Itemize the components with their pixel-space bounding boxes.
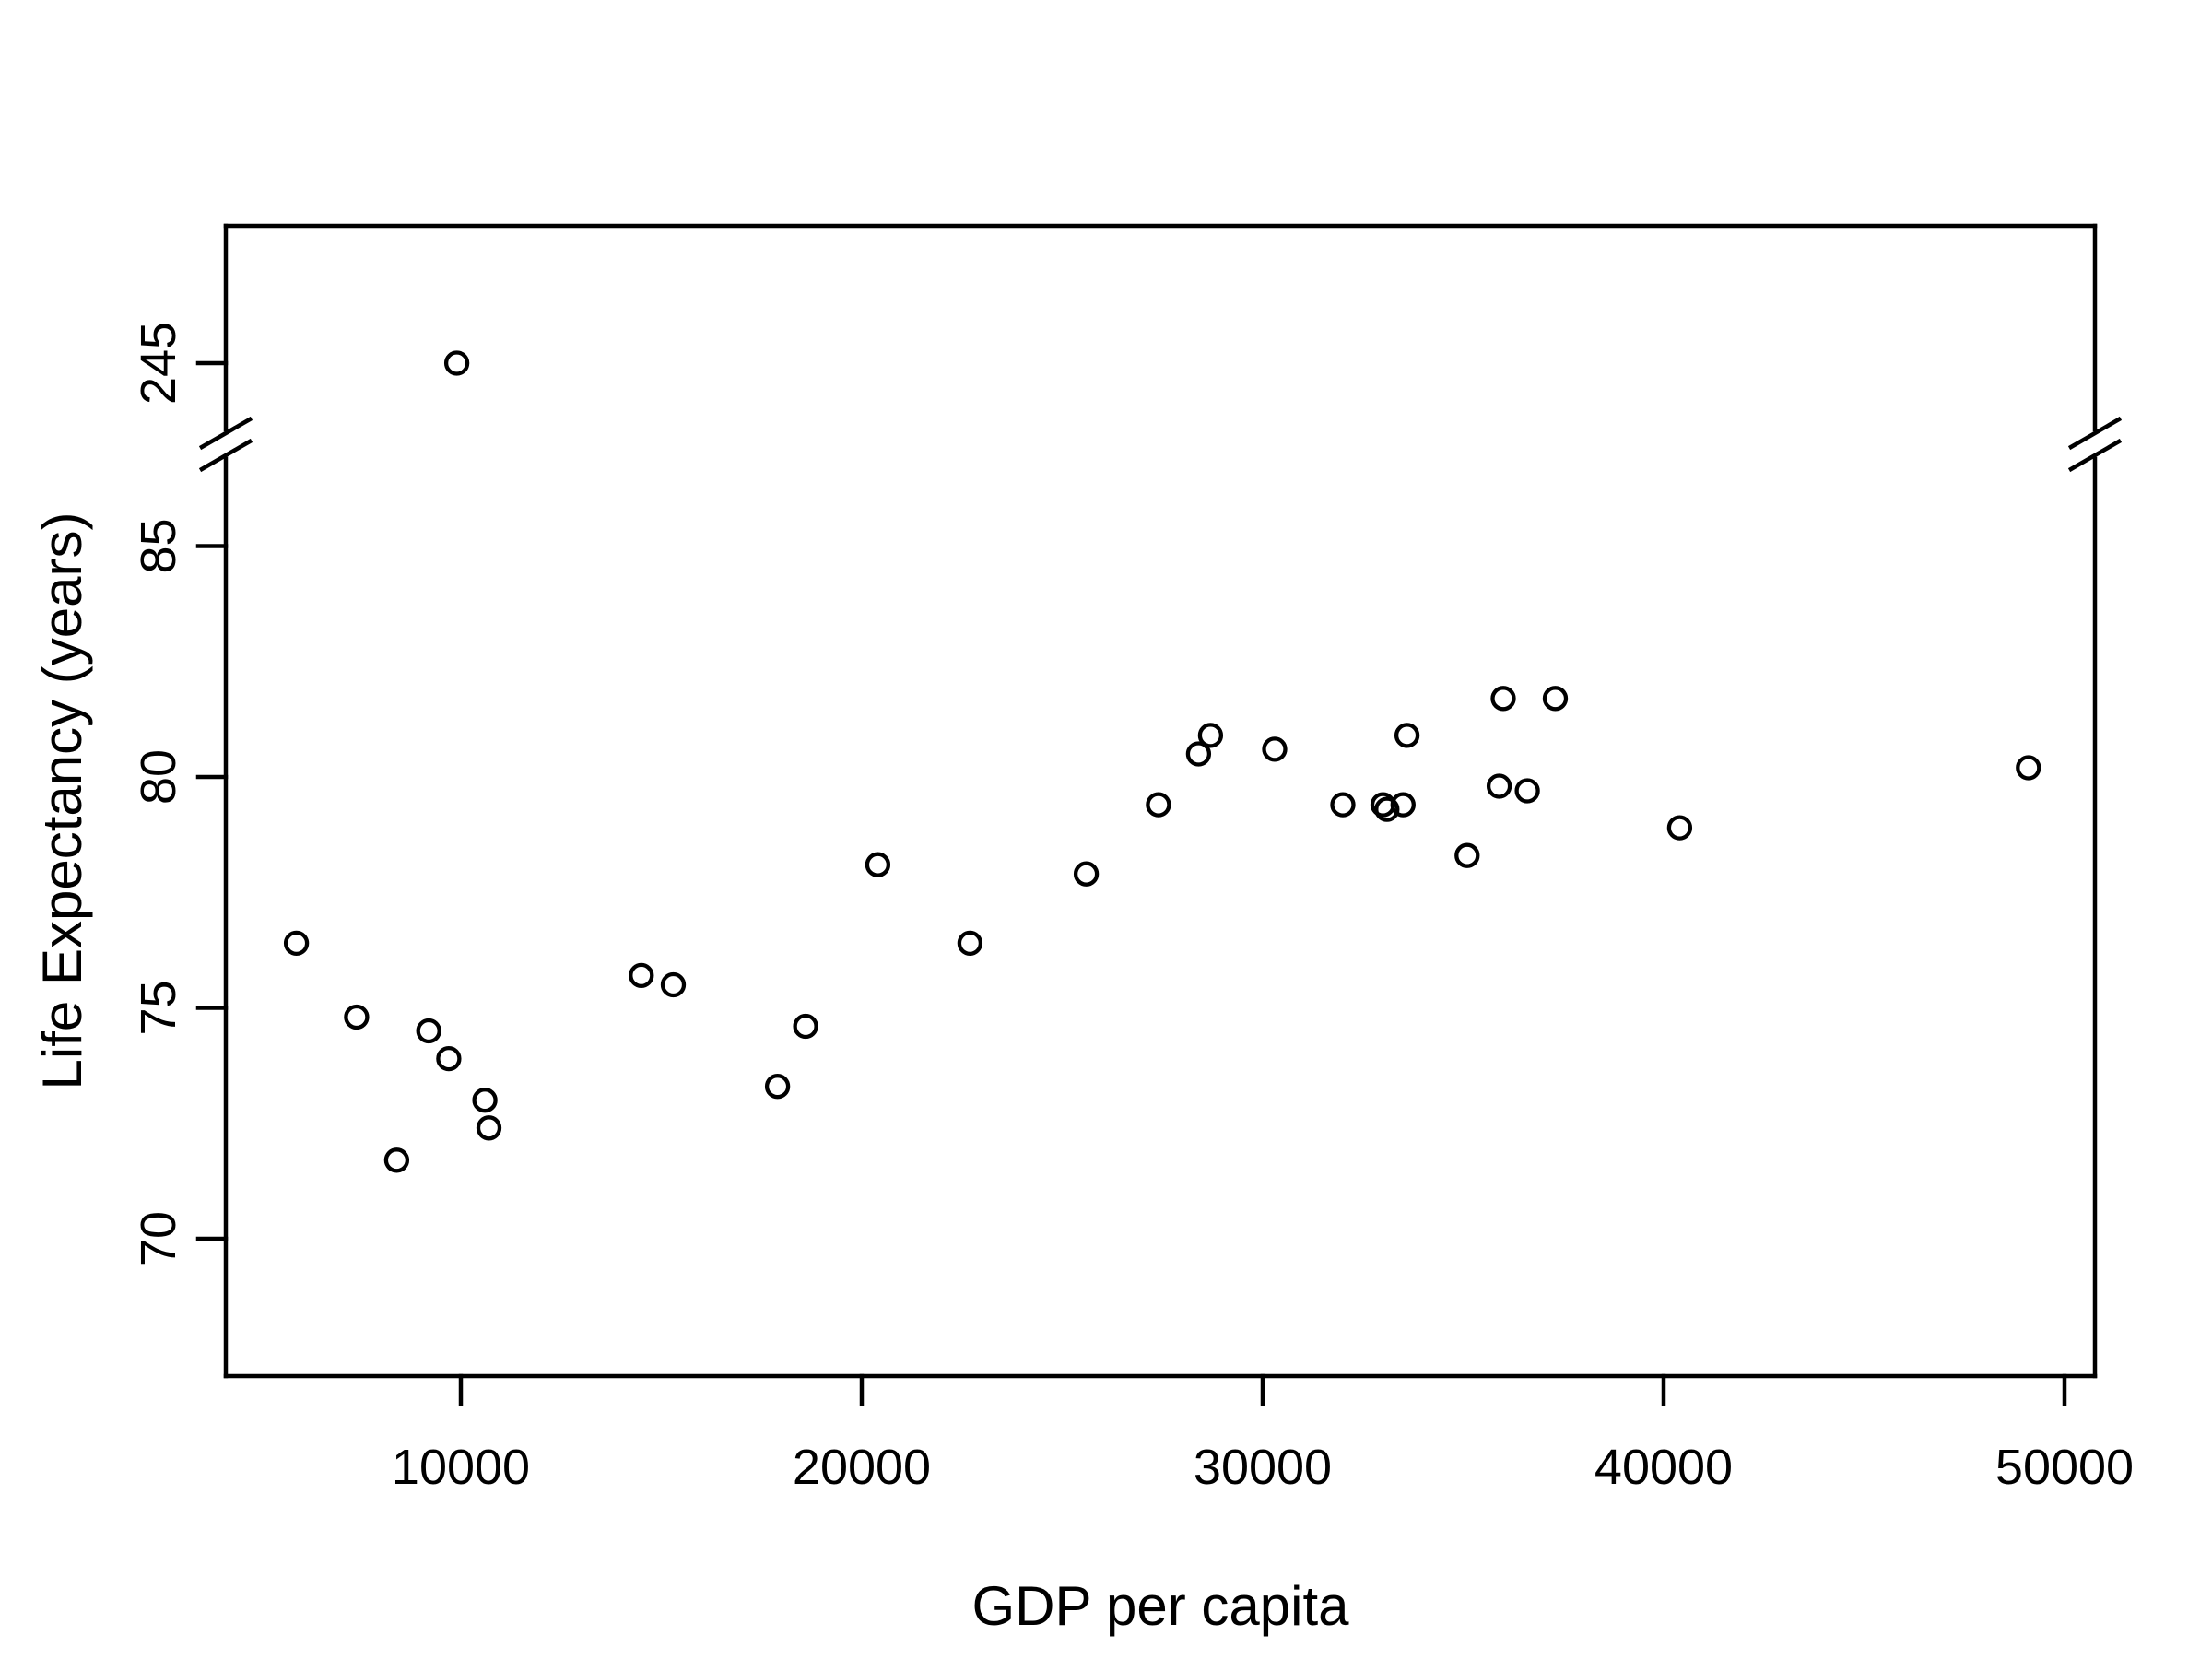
data-point — [865, 852, 891, 877]
y-tick-label: 70 — [131, 1211, 186, 1266]
data-point — [472, 1088, 498, 1113]
data-point — [1486, 773, 1512, 799]
data-point — [2016, 755, 2041, 781]
data-point — [1490, 686, 1516, 712]
data-point — [344, 1004, 370, 1030]
x-axis: 10000 20000 30000 40000 50000 — [392, 1373, 2134, 1495]
data-point — [1185, 741, 1212, 767]
data-point — [1666, 815, 1693, 841]
break-slash — [198, 416, 253, 451]
break-slash — [2067, 416, 2123, 451]
data-point — [1390, 792, 1416, 818]
y-tick-label: 85 — [131, 518, 186, 573]
data-point — [1197, 723, 1224, 748]
y-tick-label: 75 — [131, 980, 186, 1035]
data-point — [1374, 796, 1400, 822]
y-axis-title: Life Expectancy (years) — [31, 512, 93, 1090]
x-tick-label: 30000 — [1194, 1440, 1332, 1495]
data-point — [1073, 861, 1100, 887]
axis-break-marks — [198, 416, 2123, 473]
data-point — [629, 962, 654, 989]
data-point — [764, 1074, 791, 1100]
data-point — [1394, 723, 1420, 748]
y-tick-label: 80 — [131, 749, 186, 805]
x-tick-label: 10000 — [392, 1440, 530, 1495]
break-slash — [2067, 438, 2123, 473]
data-point — [416, 1018, 441, 1044]
x-tick-label: 50000 — [1995, 1440, 2134, 1495]
data-point — [1262, 736, 1288, 762]
data-point — [1454, 842, 1480, 868]
data-point — [1542, 686, 1569, 712]
x-tick-label: 40000 — [1594, 1440, 1733, 1495]
data-points — [283, 350, 2041, 1173]
data-point — [1146, 792, 1171, 818]
data-point — [793, 1013, 818, 1040]
y-axis: 70 75 80 85 245 — [131, 322, 229, 1266]
data-point — [660, 971, 687, 998]
data-point — [1514, 778, 1540, 804]
data-point — [383, 1147, 410, 1173]
data-point — [436, 1045, 462, 1072]
data-point — [476, 1115, 502, 1141]
break-slash — [198, 438, 253, 473]
x-axis-title: GDP per capita — [971, 1575, 1349, 1637]
data-point — [1330, 792, 1356, 818]
data-point — [957, 930, 983, 957]
data-point — [443, 350, 470, 376]
y-tick-label: 245 — [131, 322, 186, 405]
x-tick-label: 20000 — [793, 1440, 931, 1495]
plot-frame — [223, 223, 2098, 1379]
data-point — [283, 930, 310, 957]
